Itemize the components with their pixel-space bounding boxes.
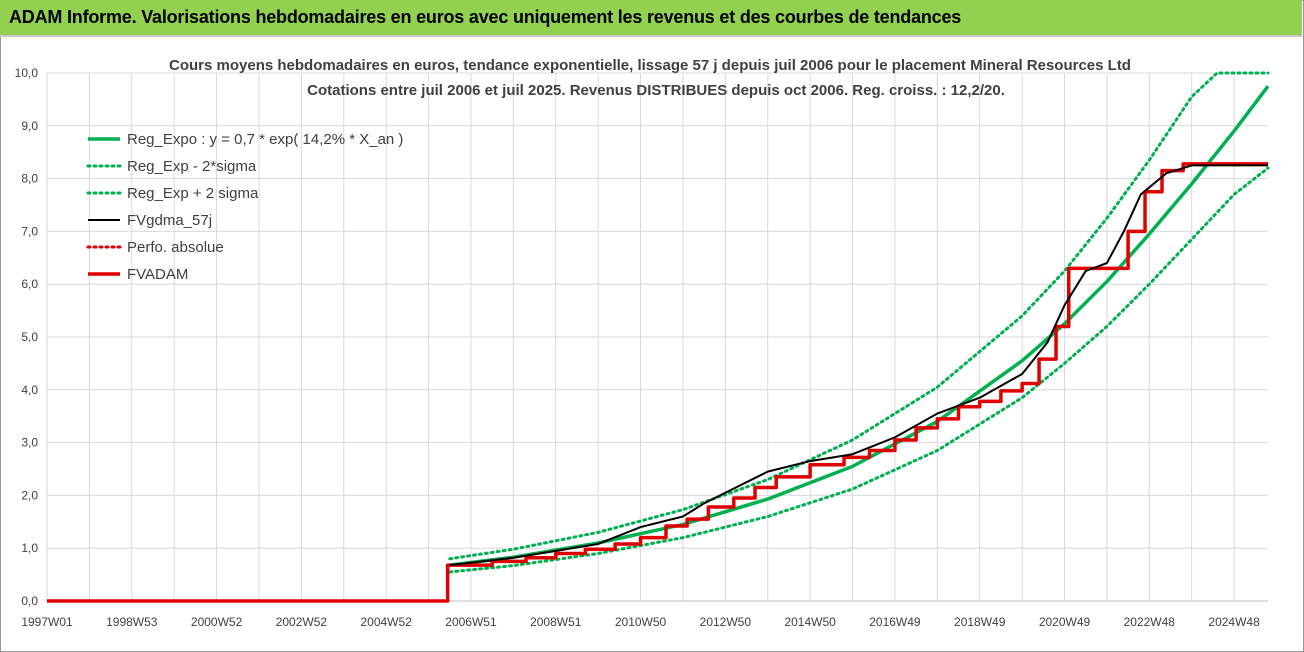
x-tick-label: 1997W01	[21, 615, 73, 629]
y-tick-label: 3,0	[21, 436, 38, 450]
x-tick-label: 2008W51	[530, 615, 582, 629]
y-tick-label: 4,0	[21, 383, 38, 397]
y-tick-label: 5,0	[21, 330, 38, 344]
legend-entry: FVADAM	[127, 266, 188, 283]
x-tick-label: 2012W50	[700, 615, 752, 629]
y-tick-label: 8,0	[21, 172, 38, 186]
series-line-0	[449, 85, 1270, 567]
series-line-3	[449, 164, 1268, 567]
chart-title-block: Cours moyens hebdomadaires en euros, ten…	[169, 57, 1131, 99]
x-tick-label: 2022W48	[1124, 615, 1176, 629]
y-tick-label: 6,0	[21, 277, 38, 291]
report-title: ADAM Informe. Valorisations hebdomadaire…	[9, 7, 962, 27]
x-tick-label: 2010W50	[615, 615, 667, 629]
series-line-5	[47, 162, 1268, 603]
x-tick-label: 2018W49	[954, 615, 1006, 629]
x-tick-label: 2014W50	[784, 615, 836, 629]
chart-subtitle: Cotations entre juil 2006 et juil 2025. …	[307, 82, 1005, 99]
legend-entry: Reg_Expo : y = 0,7 * exp( 14,2% * X_an )	[127, 131, 403, 148]
x-tick-label: 2020W49	[1039, 615, 1091, 629]
y-tick-label: 9,0	[21, 119, 38, 133]
y-tick-label: 1,0	[21, 541, 38, 555]
series-lines	[47, 71, 1270, 603]
y-tick-label: 0,0	[21, 594, 38, 608]
legend-entry: FVgdma_57j	[127, 212, 212, 229]
series-line-2	[448, 71, 1270, 561]
x-tick-label: 2006W51	[445, 615, 497, 629]
legend-entry: Reg_Exp - 2*sigma	[127, 158, 257, 175]
legend: Reg_Expo : y = 0,7 * exp( 14,2% * X_an )…	[86, 131, 403, 283]
y-tick-label: 10,0	[15, 66, 39, 80]
y-tick-label: 7,0	[21, 224, 38, 238]
x-tick-label: 1998W53	[106, 615, 158, 629]
legend-entry: Reg_Exp + 2 sigma	[127, 185, 259, 202]
x-tick-label: 2004W52	[360, 615, 412, 629]
x-tick-label: 2002W52	[276, 615, 328, 629]
legend-entry: Perfo. absolue	[127, 239, 224, 256]
x-tick-label: 2024W48	[1208, 615, 1260, 629]
x-tick-label: 2016W49	[869, 615, 921, 629]
y-axis-ticks: 0,0 1,0 2,0 3,0 4,0 5,0 6,0 7,0 8,0 9,0 10,0	[15, 66, 39, 608]
y-tick-label: 2,0	[21, 488, 38, 502]
chart-title: Cours moyens hebdomadaires en euros, ten…	[169, 57, 1131, 74]
x-tick-label: 2000W52	[191, 615, 243, 629]
grid-lines	[46, 72, 1268, 602]
report-banner: ADAM Informe. Valorisations hebdomadaire…	[0, 0, 1302, 37]
x-axis-ticks: 1997W01 1998W53 2000W52 2002W52 2004W52 2006W…	[21, 615, 1260, 629]
